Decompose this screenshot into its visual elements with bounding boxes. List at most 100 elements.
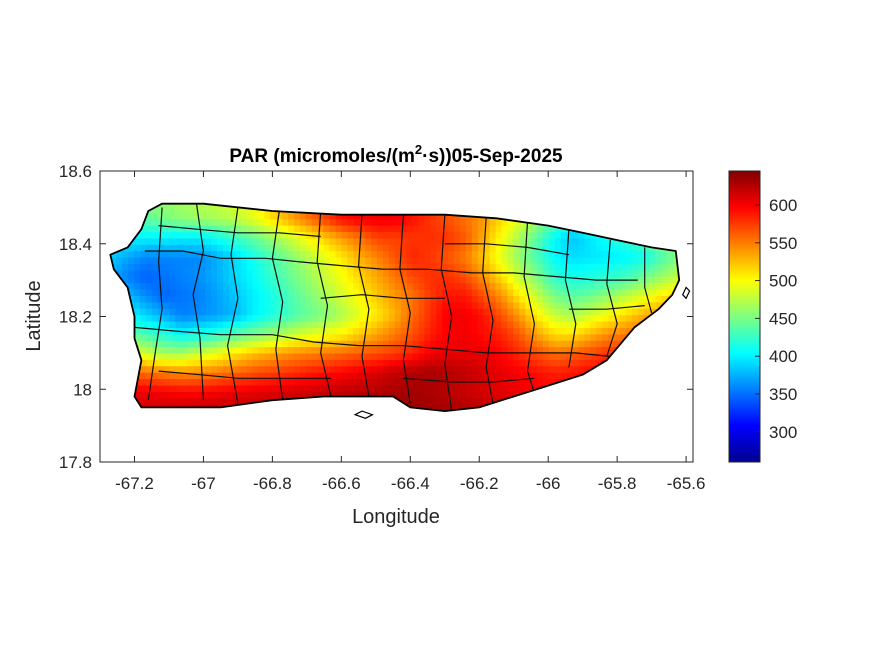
heat-cell <box>448 264 455 271</box>
heat-cell <box>258 347 265 355</box>
heat-cell <box>258 353 265 361</box>
heat-cell <box>317 359 325 367</box>
heat-cell <box>418 257 425 265</box>
heat-cell <box>614 238 621 246</box>
heat-cell <box>394 302 402 310</box>
heat-cell <box>252 225 260 233</box>
heat-cell <box>222 296 230 303</box>
heat-cell <box>294 289 301 297</box>
heat-cell <box>300 283 307 291</box>
heat-cell <box>560 289 568 297</box>
heat-cell <box>436 296 443 303</box>
heat-cell <box>341 283 348 291</box>
heat-cell <box>655 270 662 278</box>
heat-cell <box>477 391 485 399</box>
heat-cell <box>465 225 473 233</box>
heat-cell <box>317 308 325 316</box>
heat-cell <box>525 257 532 265</box>
heat-cell <box>507 232 514 240</box>
heat-cell <box>359 283 366 291</box>
heat-cell <box>371 270 378 278</box>
heat-cell <box>288 302 295 310</box>
heat-cell <box>335 385 342 393</box>
heat-cell <box>460 315 467 323</box>
heat-cell <box>394 283 402 291</box>
heat-cell <box>288 315 295 323</box>
heat-cell <box>145 366 153 374</box>
heat-cell <box>631 308 639 316</box>
heat-cell <box>145 328 153 335</box>
heat-cell <box>335 347 342 355</box>
heat-cell <box>329 321 337 329</box>
heat-cell <box>542 328 550 335</box>
heat-cell <box>430 289 437 297</box>
heat-cell <box>187 219 194 227</box>
heat-cell <box>258 391 265 399</box>
heat-cell <box>566 232 574 240</box>
heat-cell <box>537 334 544 342</box>
heat-cell <box>181 347 188 355</box>
heat-cell <box>448 257 455 265</box>
heat-cell <box>145 372 153 380</box>
heat-cell <box>246 385 254 393</box>
heat-cell <box>471 398 479 406</box>
heat-cell <box>566 276 574 284</box>
heat-cell <box>554 283 562 291</box>
heat-cell <box>614 308 621 316</box>
heat-cell <box>560 340 568 348</box>
heat-cell <box>442 347 449 355</box>
heat-cell <box>294 225 301 233</box>
heat-cell <box>211 391 218 399</box>
heat-cell <box>258 296 265 303</box>
heat-cell <box>258 219 265 227</box>
heat-cell <box>460 276 467 284</box>
heat-cell <box>554 359 562 367</box>
heat-cell <box>205 219 212 227</box>
heat-cell <box>187 308 194 316</box>
heat-cell <box>602 270 609 278</box>
heat-cell <box>181 334 188 342</box>
heat-cell <box>542 334 550 342</box>
heat-cell <box>305 257 313 265</box>
heat-cell <box>430 347 437 355</box>
heat-cell <box>252 270 260 278</box>
heat-cell <box>234 302 242 310</box>
heat-cell <box>489 334 497 342</box>
heat-cell <box>193 264 200 271</box>
heat-cell <box>454 391 461 399</box>
heat-cell <box>495 347 502 355</box>
heat-cell <box>442 270 449 278</box>
heat-cell <box>460 238 467 246</box>
heat-cell <box>661 270 668 278</box>
heat-cell <box>169 334 177 342</box>
heat-cell <box>276 328 283 335</box>
heat-cell <box>258 328 265 335</box>
heat-cell <box>590 321 597 329</box>
heat-cell <box>335 232 342 240</box>
heat-cell <box>211 353 218 361</box>
heat-cell <box>323 379 331 387</box>
heat-cell <box>323 276 331 284</box>
heat-cell <box>353 391 360 399</box>
heat-cell <box>222 359 230 367</box>
heat-cell <box>412 302 420 310</box>
heat-cell <box>483 321 491 329</box>
heat-cell <box>388 276 396 284</box>
heat-cell <box>217 270 224 278</box>
heat-cell <box>501 315 508 323</box>
heat-cell <box>620 289 627 297</box>
heat-cell <box>483 372 491 380</box>
heat-cell <box>323 238 331 246</box>
heat-cell <box>317 302 325 310</box>
heat-cell <box>382 366 390 374</box>
heat-cell <box>596 353 603 361</box>
heat-cell <box>365 283 372 291</box>
heat-cell <box>596 315 603 323</box>
heat-cell <box>560 276 568 284</box>
heat-cell <box>181 366 188 374</box>
heat-cell <box>448 238 455 246</box>
heat-cell <box>448 296 455 303</box>
heat-cell <box>134 283 141 291</box>
heat-cell <box>418 398 425 406</box>
heat-cell <box>282 366 289 374</box>
